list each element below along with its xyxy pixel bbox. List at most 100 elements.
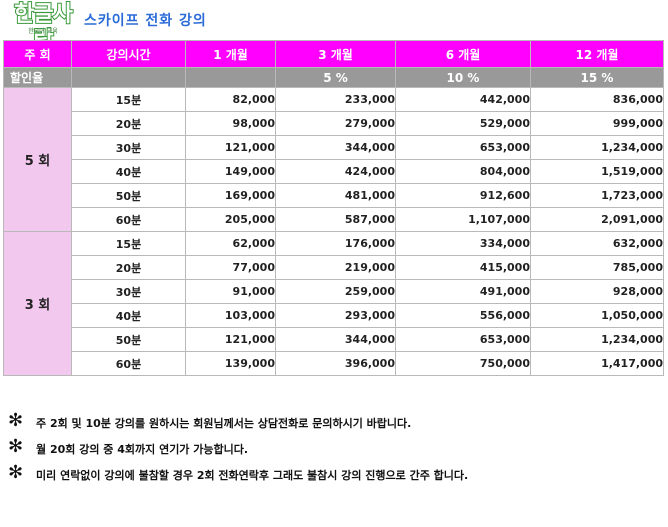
duration-cell: 30분 [71, 279, 186, 304]
price-cell: 1,723,000 [530, 183, 664, 208]
price-cell: 750,000 [395, 351, 531, 376]
table-row: 50분 169,000 481,000 912,600 1,723,000 [4, 183, 664, 208]
price-cell: 293,000 [275, 303, 396, 328]
col-header-1-month: 1 개월 [185, 40, 276, 68]
price-cell: 205,000 [185, 207, 276, 232]
price-cell: 98,000 [185, 111, 276, 136]
page-header: 한글사랑 한국어 교육 스카이프 전화 강의 [4, 1, 664, 54]
discount-label: 할인율 [3, 67, 72, 88]
discount-cell: 10 % [395, 67, 531, 88]
price-cell: 556,000 [395, 303, 531, 328]
table-header-row: 주 회 강의시간 1 개월 3 개월 6 개월 12 개월 [3, 40, 664, 68]
price-cell: 77,000 [185, 255, 276, 280]
duration-cell: 20분 [71, 111, 186, 136]
table-row: 40분 103,000 293,000 556,000 1,050,000 [4, 303, 664, 328]
price-cell: 219,000 [275, 255, 396, 280]
notes-list: ✻ 주 2회 및 10분 강의를 원하시는 회원님께서는 상담전화로 문의하시기… [8, 411, 664, 489]
table-row: 40분 149,000 424,000 804,000 1,519,000 [4, 159, 664, 184]
price-cell: 1,417,000 [530, 351, 664, 376]
price-cell: 1,234,000 [530, 135, 664, 160]
table-row: 50분 121,000 344,000 653,000 1,234,000 [4, 327, 664, 352]
price-cell: 1,107,000 [395, 207, 531, 232]
price-cell: 2,091,000 [530, 207, 664, 232]
col-header-12-month: 12 개월 [530, 40, 664, 68]
price-cell: 103,000 [185, 303, 276, 328]
note-text: 월 20회 강의 중 4회까지 연기가 가능합니다. [36, 443, 249, 456]
note-item: ✻ 미리 연락없이 강의에 불참할 경우 2회 전화연락후 그래도 불참시 강의… [8, 463, 664, 485]
price-cell: 91,000 [185, 279, 276, 304]
discount-cell: 5 % [275, 67, 396, 88]
note-text: 주 2회 및 10분 강의를 원하시는 회원님께서는 상담전화로 문의하시기 바… [36, 417, 412, 430]
duration-cell: 60분 [71, 351, 186, 376]
duration-cell: 20분 [71, 255, 186, 280]
price-cell: 912,600 [395, 183, 531, 208]
discount-cell: 15 % [530, 67, 664, 88]
discount-cell [185, 67, 276, 88]
asterisk-icon: ✻ [8, 410, 24, 431]
price-cell: 415,000 [395, 255, 531, 280]
price-cell: 176,000 [275, 231, 396, 256]
table-row: 5 회 15분 82,000 233,000 442,000 836,000 [3, 87, 664, 232]
price-cell: 928,000 [530, 279, 664, 304]
price-cell: 785,000 [530, 255, 664, 280]
table-row: 30분 91,000 259,000 491,000 928,000 [4, 279, 664, 304]
price-cell: 169,000 [185, 183, 276, 208]
discount-row: 할인율 5 % 10 % 15 % [3, 67, 664, 88]
group-label-5: 5 회 [3, 87, 72, 232]
price-table: 주 회 강의시간 1 개월 3 개월 6 개월 12 개월 할인율 5 % 10… [3, 40, 664, 376]
price-cell: 121,000 [185, 135, 276, 160]
price-cell: 279,000 [275, 111, 396, 136]
duration-cell: 40분 [71, 303, 186, 328]
table-row: 20분 77,000 219,000 415,000 785,000 [4, 255, 664, 280]
duration-cell: 50분 [71, 183, 186, 208]
asterisk-icon: ✻ [8, 436, 24, 457]
duration-cell: 15분 [71, 231, 186, 256]
price-cell: 62,000 [185, 231, 276, 256]
price-cell: 442,000 [395, 87, 531, 112]
price-cell: 149,000 [185, 159, 276, 184]
note-item: ✻ 월 20회 강의 중 4회까지 연기가 가능합니다. [8, 437, 664, 459]
price-cell: 481,000 [275, 183, 396, 208]
price-cell: 121,000 [185, 327, 276, 352]
price-cell: 653,000 [395, 327, 531, 352]
price-cell: 344,000 [275, 135, 396, 160]
price-cell: 653,000 [395, 135, 531, 160]
price-cell: 1,234,000 [530, 327, 664, 352]
price-cell: 139,000 [185, 351, 276, 376]
note-item: ✻ 주 2회 및 10분 강의를 원하시는 회원님께서는 상담전화로 문의하시기… [8, 411, 664, 433]
price-cell: 82,000 [185, 87, 276, 112]
asterisk-icon: ✻ [8, 462, 24, 483]
logo-text: 한글사랑 [13, 1, 74, 54]
group-label-3: 3 회 [3, 231, 72, 376]
table-row: 60분 139,000 396,000 750,000 1,417,000 [4, 351, 664, 376]
logo-subtext: 한국어 교육 [28, 28, 58, 35]
price-cell: 587,000 [275, 207, 396, 232]
price-cell: 396,000 [275, 351, 396, 376]
price-cell: 334,000 [395, 231, 531, 256]
price-cell: 233,000 [275, 87, 396, 112]
duration-cell: 30분 [71, 135, 186, 160]
table-row: 30분 121,000 344,000 653,000 1,234,000 [4, 135, 664, 160]
price-cell: 259,000 [275, 279, 396, 304]
table-row: 60분 205,000 587,000 1,107,000 2,091,000 [4, 207, 664, 232]
price-cell: 632,000 [530, 231, 664, 256]
duration-cell: 40분 [71, 159, 186, 184]
price-cell: 1,519,000 [530, 159, 664, 184]
duration-cell: 15분 [71, 87, 186, 112]
table-row: 3 회 15분 62,000 176,000 334,000 632,000 [3, 231, 664, 376]
price-cell: 344,000 [275, 327, 396, 352]
col-header-frequency: 주 회 [3, 40, 72, 68]
logo: 한글사랑 한국어 교육 [6, 1, 80, 54]
col-header-3-month: 3 개월 [275, 40, 396, 68]
price-cell: 836,000 [530, 87, 664, 112]
col-header-6-month: 6 개월 [395, 40, 531, 68]
price-cell: 804,000 [395, 159, 531, 184]
duration-cell: 50분 [71, 327, 186, 352]
discount-cell [71, 67, 186, 88]
col-header-duration: 강의시간 [71, 40, 186, 68]
price-cell: 999,000 [530, 111, 664, 136]
price-cell: 424,000 [275, 159, 396, 184]
note-text: 미리 연락없이 강의에 불참할 경우 2회 전화연락후 그래도 불참시 강의 진… [36, 469, 469, 482]
price-cell: 529,000 [395, 111, 531, 136]
price-cell: 491,000 [395, 279, 531, 304]
